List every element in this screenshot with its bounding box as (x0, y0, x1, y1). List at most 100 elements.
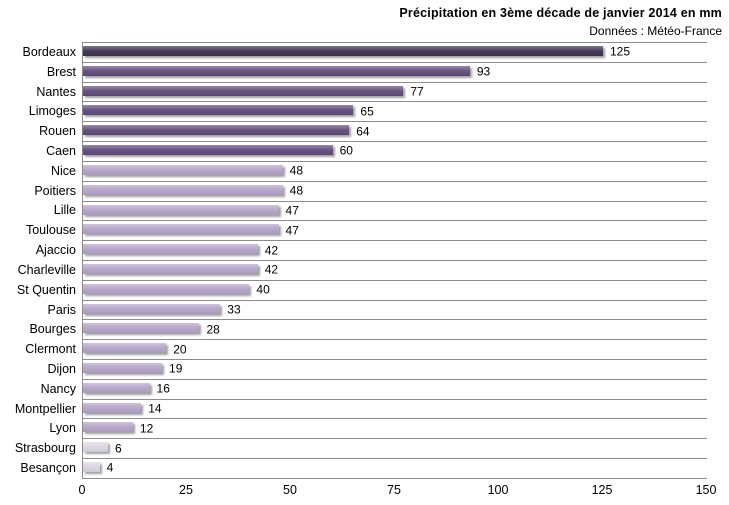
category-axis: Bordeaux Brest Nantes Limoges Rouen Caen Nice P… (0, 42, 76, 478)
value-label-nice: 48 (289, 163, 304, 178)
x-tick-label-125: 125 (591, 483, 613, 497)
category-label-brest: Brest (46, 64, 76, 79)
category-row: 16 (83, 380, 707, 400)
category-label-nantes: Nantes (36, 84, 76, 99)
bar-lyon (83, 422, 133, 433)
bar-toulouse (83, 224, 279, 235)
category-row: 48 (83, 162, 707, 182)
value-label-bordeaux: 125 (610, 44, 631, 59)
category-row: 20 (83, 340, 707, 360)
value-label-bourges: 28 (206, 322, 220, 337)
category-label-montpellier: Montpellier (14, 401, 76, 416)
value-label-nantes: 77 (410, 84, 424, 99)
category-row: 93 (83, 63, 707, 83)
category-label-besancon: Besançon (20, 461, 76, 476)
category-row: 65 (83, 102, 707, 123)
category-label-strasbourg: Strasbourg (14, 441, 76, 456)
category-row: 48 (83, 182, 707, 202)
value-label-rouen: 64 (356, 124, 370, 139)
plot-area: 125 93 77 65 64 60 48 48 47 47 42 42 40 33 28 20 19 16 14 1… (82, 42, 707, 479)
category-row: 28 (83, 320, 707, 341)
category-label-rouen: Rouen (39, 124, 76, 139)
bar-bordeaux (83, 46, 603, 56)
category-label-lyon: Lyon (49, 421, 76, 436)
value-label-strasbourg: 6 (114, 441, 122, 456)
value-label-paris: 33 (227, 302, 241, 317)
bar-dijon (83, 363, 163, 373)
value-label-besancon: 4 (106, 460, 114, 475)
bar-paris (83, 303, 221, 314)
category-label-poitiers: Poitiers (34, 183, 76, 198)
bar-clermont (83, 343, 167, 354)
category-row: 40 (83, 281, 707, 301)
category-label-limoges: Limoges (28, 104, 76, 119)
category-row: 64 (83, 122, 707, 143)
category-label-bourges: Bourges (29, 322, 76, 337)
category-row: 60 (83, 142, 707, 162)
value-axis: 0 25 50 75 100 125 150 (78, 483, 717, 499)
value-label-clermont: 20 (173, 342, 187, 357)
x-tick-label-25: 25 (179, 483, 193, 497)
chart-title: Précipitation en 3ème décade de janvier … (399, 6, 722, 20)
category-row: 19 (83, 360, 707, 380)
category-label-nice: Nice (50, 163, 76, 178)
category-label-dijon: Dijon (47, 361, 77, 376)
category-row: 77 (83, 83, 707, 103)
bar-charleville (83, 263, 258, 274)
category-row: 42 (83, 241, 707, 261)
bar-nantes (83, 85, 404, 96)
category-row: 47 (83, 221, 707, 242)
value-label-lyon: 12 (139, 421, 154, 436)
bar-st-quentin (83, 283, 250, 294)
value-label-limoges: 65 (360, 104, 374, 119)
bar-caen (83, 145, 333, 156)
bar-rouen (83, 125, 350, 136)
bar-nice (83, 164, 283, 175)
bar-lille (83, 204, 279, 215)
value-label-caen: 60 (339, 143, 353, 158)
value-label-toulouse: 47 (285, 223, 299, 238)
bar-besancon (83, 462, 100, 473)
category-row: 33 (83, 301, 707, 321)
category-row: 42 (83, 261, 707, 281)
category-label-nancy: Nancy (40, 381, 76, 396)
bar-brest (83, 65, 470, 76)
category-label-st-quentin: St Quentin (16, 282, 76, 297)
category-label-ajaccio: Ajaccio (35, 243, 76, 258)
category-row: 47 (83, 202, 707, 222)
x-tick-label-50: 50 (283, 483, 297, 497)
category-label-clermont: Clermont (25, 342, 76, 357)
category-row: 14 (83, 400, 707, 420)
value-label-ajaccio: 42 (264, 242, 279, 257)
category-label-lille: Lille (53, 203, 76, 218)
category-label-bordeaux: Bordeaux (22, 44, 76, 59)
category-label-paris: Paris (47, 302, 76, 317)
value-label-st-quentin: 40 (256, 282, 270, 297)
value-label-dijon: 19 (169, 361, 183, 376)
category-row: 6 (83, 439, 707, 460)
bar-bourges (83, 323, 200, 334)
bar-montpellier (83, 402, 142, 413)
value-label-nancy: 16 (156, 381, 170, 396)
chart-title-block: Précipitation en 3ème décade de janvier … (399, 6, 722, 39)
value-label-charleville: 42 (264, 262, 279, 277)
bar-limoges (83, 105, 354, 116)
category-label-caen: Caen (46, 143, 76, 158)
x-tick-label-150: 150 (695, 483, 717, 497)
category-row: 125 (83, 43, 707, 63)
bar-ajaccio (83, 244, 258, 255)
value-label-poitiers: 48 (289, 183, 304, 198)
value-label-montpellier: 14 (148, 401, 162, 416)
category-row: 12 (83, 419, 707, 440)
value-label-lille: 47 (285, 203, 299, 218)
value-label-brest: 93 (476, 64, 491, 79)
category-label-charleville: Charleville (17, 262, 76, 277)
bar-poitiers (83, 184, 283, 195)
x-tick-label-100: 100 (487, 483, 509, 497)
bar-nancy (83, 382, 150, 393)
x-tick-label-75: 75 (387, 483, 401, 497)
category-row: 4 (83, 459, 707, 479)
bar-strasbourg (83, 442, 108, 453)
x-tick-label-0: 0 (78, 483, 86, 497)
